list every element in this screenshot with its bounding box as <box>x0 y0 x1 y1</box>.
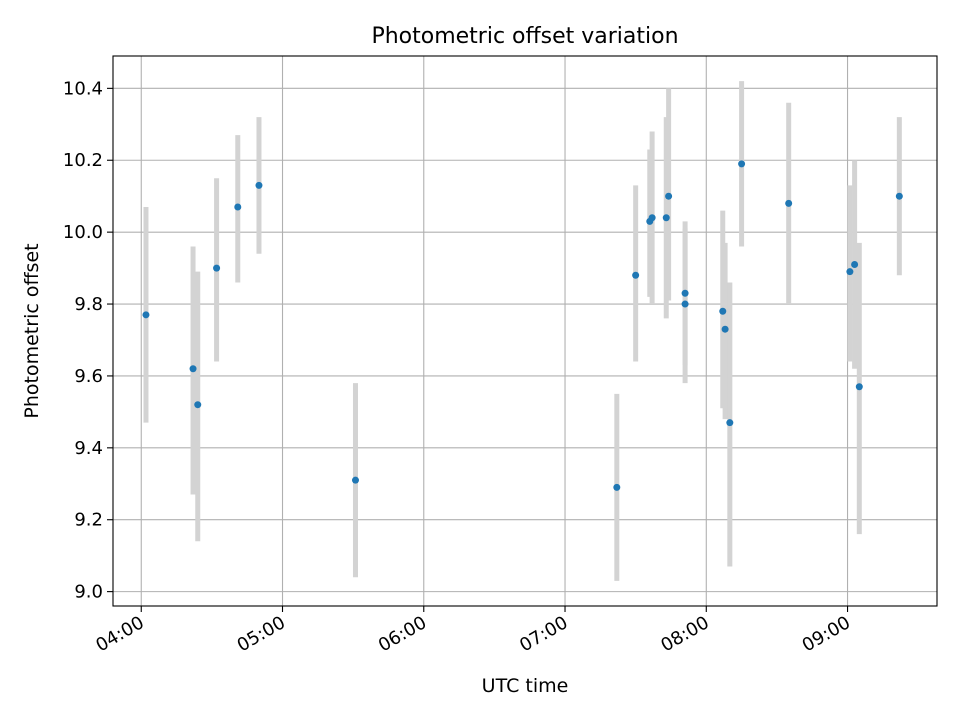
y-tick-label: 10.4 <box>63 78 103 99</box>
y-tick-label: 9.2 <box>74 510 103 531</box>
chart-title: Photometric offset variation <box>371 24 678 49</box>
data-point <box>846 268 854 276</box>
data-point <box>234 203 242 211</box>
data-points <box>142 160 903 491</box>
data-point <box>662 214 670 222</box>
data-point <box>194 401 202 409</box>
data-point <box>681 289 689 297</box>
data-point <box>721 325 729 333</box>
data-point <box>855 383 863 391</box>
data-point <box>726 419 734 427</box>
data-point <box>213 264 221 272</box>
y-tick-label: 10.0 <box>63 222 103 243</box>
y-tick-label: 10.2 <box>63 150 103 171</box>
y-axis-label: Photometric offset <box>21 243 43 418</box>
data-point <box>895 192 903 200</box>
data-point <box>648 214 656 222</box>
grid <box>113 56 937 606</box>
x-axis-label: UTC time <box>482 675 569 697</box>
data-point <box>681 300 689 308</box>
data-point <box>255 181 263 189</box>
data-point <box>142 311 150 319</box>
y-tick-label: 9.4 <box>74 438 103 459</box>
y-tick-label: 9.8 <box>74 294 103 315</box>
data-point <box>613 483 621 491</box>
plot-frame <box>112 55 938 607</box>
data-point <box>665 192 673 200</box>
data-point <box>189 365 197 373</box>
data-point <box>785 199 793 207</box>
y-tick-label: 9.6 <box>74 366 103 387</box>
data-point <box>738 160 746 168</box>
data-point <box>632 271 640 279</box>
data-point <box>719 307 727 315</box>
y-tick-label: 9.0 <box>74 582 103 603</box>
data-point <box>351 476 359 484</box>
data-point <box>851 260 859 268</box>
